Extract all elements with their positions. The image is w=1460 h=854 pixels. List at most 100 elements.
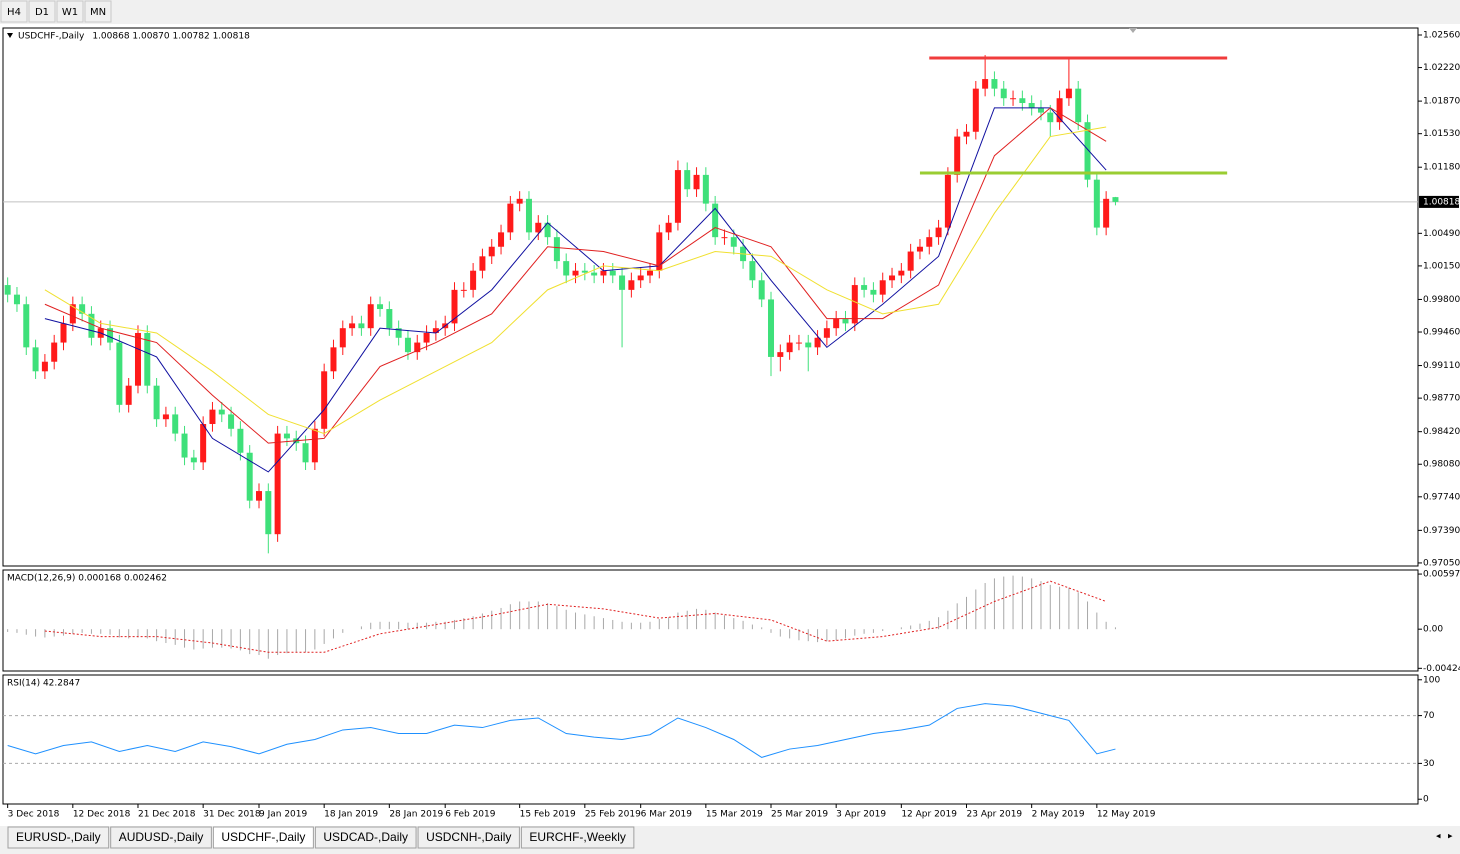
candle-body [758, 280, 765, 300]
candle-body [23, 304, 30, 348]
candle-body [898, 270, 905, 276]
y-tick-label: 1.02220 [1423, 63, 1460, 73]
y-tick-label: 1.00150 [1423, 261, 1460, 271]
candle-body [516, 198, 523, 204]
candle-body [702, 174, 709, 204]
x-tick-label: 15 Feb 2019 [520, 810, 576, 820]
symbol-tab[interactable]: USDCHF-,Daily [212, 826, 314, 849]
candle-body [553, 237, 560, 262]
timeframe-button[interactable]: W1 [56, 0, 84, 23]
timeframe-button[interactable]: D1 [28, 0, 56, 23]
button-frame [0, 0, 28, 23]
candle-body [302, 443, 309, 463]
candle-body [665, 222, 672, 233]
candle-body [451, 289, 458, 324]
candle-body [916, 246, 923, 252]
candle-body [432, 328, 439, 333]
tab-scroll-right[interactable]: ▸ [1448, 832, 1453, 842]
symbol-tab[interactable]: EURCHF-,Weekly [520, 826, 635, 849]
candle-body [926, 237, 933, 247]
timeframe-button[interactable]: H4 [0, 0, 28, 23]
candle-body [1065, 88, 1072, 99]
x-tick-label: 28 Jan 2019 [389, 810, 443, 820]
candle-body [525, 198, 532, 233]
candle-body [842, 318, 849, 324]
candle-body [674, 170, 681, 223]
candle-body [414, 342, 421, 353]
ohlc-readout: 1.00868 1.00870 1.00782 1.00818 [92, 32, 250, 42]
x-tick-label: 23 Apr 2019 [967, 810, 1023, 820]
candle-body [1047, 112, 1054, 123]
y-tick-label: 1.01530 [1423, 129, 1460, 139]
candle-body [581, 270, 588, 273]
symbol-tab[interactable]: AUDUSD-,Daily [110, 826, 212, 849]
tab-scroll-left[interactable]: ◂ [1436, 832, 1441, 842]
candle-body [982, 79, 989, 89]
y-tick-label: 1.01870 [1423, 97, 1460, 107]
candle-body [498, 232, 505, 247]
candle-body [656, 232, 663, 271]
candle-body [563, 261, 570, 276]
candle-body [600, 270, 607, 276]
price-tag-label: 1.00818 [1423, 197, 1460, 207]
candle-body [1075, 88, 1082, 123]
y-tick-label: 0.98770 [1423, 394, 1460, 404]
candle-body [283, 433, 290, 439]
candle-body [749, 261, 756, 281]
candle-body [134, 332, 141, 386]
tab-frame [314, 826, 417, 849]
shift-marker [1129, 28, 1137, 33]
candle-body [79, 304, 86, 314]
candle-body [256, 491, 263, 501]
x-tick-label: 2 May 2019 [1032, 810, 1085, 820]
candle-body [479, 256, 486, 271]
candle-body [572, 270, 579, 276]
candle-body [330, 347, 337, 372]
candle-body [60, 323, 67, 343]
timeframe-button[interactable]: MN [84, 0, 112, 23]
symbol-tab[interactable]: USDCNH-,Daily [417, 826, 520, 849]
candle-body [768, 299, 775, 357]
candle-body [488, 246, 495, 257]
candle-body [395, 328, 402, 338]
candle-body [1103, 198, 1110, 228]
candle-body [861, 285, 868, 290]
y-tick-label: 0.99460 [1423, 328, 1460, 338]
candle-body [88, 313, 95, 338]
tab-label: USDCHF-,Daily [221, 830, 305, 844]
x-tick-label: 21 Dec 2018 [138, 810, 196, 820]
indicator-line [44, 107, 1107, 444]
symbol-tab[interactable]: USDCAD-,Daily [314, 826, 417, 849]
candle-body [69, 304, 76, 324]
pane-title: RSI(14) 42.2847 [7, 679, 80, 689]
symbol-tab[interactable]: EURUSD-,Daily [7, 826, 110, 849]
candle-body [795, 342, 802, 344]
candle-body [1093, 179, 1100, 228]
candle-body [535, 222, 542, 233]
y-tick-label: 70 [1423, 711, 1435, 721]
tab-label: EURCHF-,Weekly [529, 830, 625, 844]
tab-frame [212, 826, 314, 849]
candle-body [870, 289, 877, 295]
candle-body [991, 79, 998, 89]
candle-body [153, 385, 160, 420]
candle-body [51, 342, 58, 362]
y-tick-label: 1.01180 [1423, 163, 1460, 173]
y-tick-label: -0.00424 [1423, 664, 1460, 674]
candle-body [721, 237, 728, 239]
tab-frame [110, 826, 212, 849]
main-pane [2, 27, 1419, 567]
x-tick-label: 6 Mar 2019 [641, 810, 693, 820]
candle-body [237, 428, 244, 453]
candle-body [944, 174, 951, 228]
indicator-line [44, 107, 1107, 473]
candle-body [1084, 122, 1091, 180]
price-tag [1419, 195, 1459, 208]
candle-body [339, 328, 346, 348]
y-tick-label: 30 [1423, 759, 1435, 769]
candle-body [777, 352, 784, 357]
y-tick-label: 1.02560 [1423, 30, 1460, 40]
y-tick-label: 0 [1423, 795, 1429, 805]
candle-body [1037, 107, 1044, 113]
candle-body [935, 227, 942, 238]
